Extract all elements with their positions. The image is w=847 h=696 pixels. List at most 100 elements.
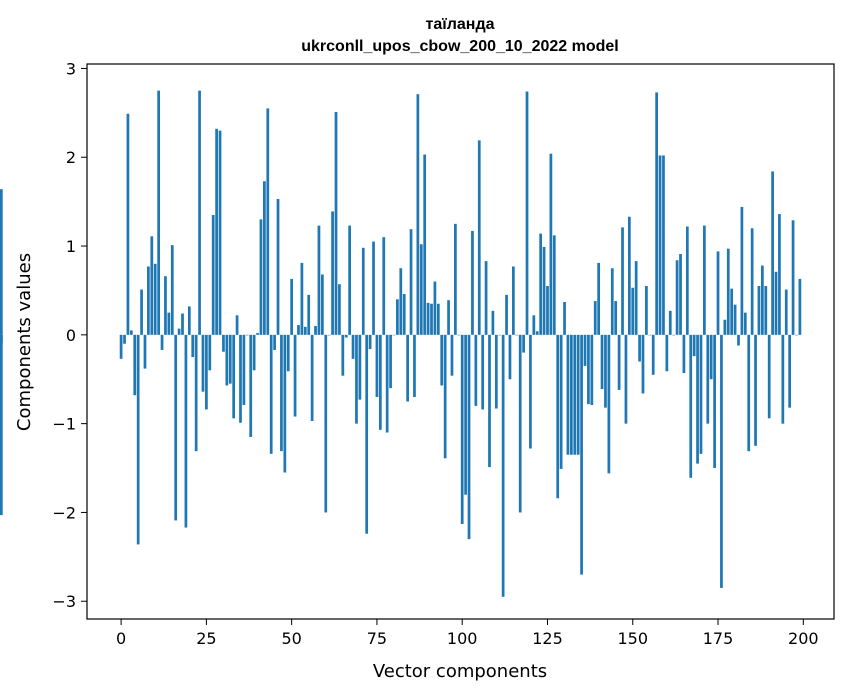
bar — [235, 315, 239, 335]
bar — [205, 334, 208, 410]
bar — [327, 334, 331, 336]
bar — [215, 128, 218, 335]
bar — [290, 278, 294, 335]
bar — [245, 334, 249, 336]
bar — [576, 334, 580, 455]
bar — [750, 228, 754, 335]
bar — [191, 334, 195, 358]
bar — [494, 334, 498, 409]
bar — [641, 334, 645, 394]
bar — [385, 334, 389, 433]
bar — [512, 266, 515, 335]
x-tick-label: 100 — [447, 629, 478, 648]
bar — [280, 334, 283, 452]
bar — [402, 293, 406, 335]
bar — [716, 251, 720, 335]
bar — [242, 334, 246, 405]
x-tick-label: 0 — [116, 629, 126, 648]
plot-frame — [86, 63, 835, 620]
bar — [552, 235, 556, 335]
bar — [331, 211, 334, 335]
bar — [334, 111, 338, 335]
bar — [651, 334, 655, 375]
bar — [600, 334, 604, 390]
bar — [525, 91, 529, 335]
bar — [535, 331, 539, 335]
chart-title: таїланда — [425, 16, 494, 33]
bar — [457, 334, 461, 336]
bar — [743, 312, 747, 335]
bar — [396, 299, 399, 335]
bar — [170, 245, 174, 335]
bar — [368, 334, 372, 350]
bar — [382, 237, 386, 335]
bar — [423, 154, 427, 335]
bar — [467, 334, 471, 540]
bar — [788, 334, 792, 408]
bar — [450, 334, 454, 376]
bar — [252, 334, 256, 371]
bar — [454, 223, 457, 335]
bar — [614, 301, 618, 335]
bar — [222, 334, 225, 352]
bar — [256, 333, 259, 335]
bar — [498, 334, 502, 336]
bar — [338, 284, 341, 335]
y-axis-ticks: −3 −2 −1 0 1 2 3 — [52, 59, 87, 611]
bar — [587, 334, 590, 405]
bar — [317, 225, 321, 335]
bar — [477, 140, 481, 335]
bar — [569, 334, 573, 455]
bar — [730, 288, 734, 335]
bar — [314, 325, 317, 335]
bar — [505, 294, 508, 335]
bar — [355, 334, 358, 424]
y-tick-label: 3 — [66, 59, 76, 78]
bar — [703, 225, 706, 335]
x-tick-label: 25 — [196, 629, 216, 648]
bar — [228, 334, 232, 384]
bar — [522, 334, 525, 353]
bar — [392, 334, 396, 336]
bar — [460, 334, 464, 524]
bar — [433, 281, 437, 335]
bar — [293, 334, 297, 417]
bar — [675, 260, 679, 335]
bar — [774, 271, 778, 335]
bar — [266, 108, 270, 335]
bar — [546, 286, 549, 335]
bar — [160, 334, 164, 350]
bar — [174, 334, 178, 521]
bar — [303, 326, 307, 335]
bar — [597, 262, 601, 335]
bar — [610, 268, 614, 335]
bar — [508, 334, 512, 380]
bar — [488, 334, 491, 468]
bar — [232, 334, 236, 419]
bar — [767, 334, 771, 419]
bar — [607, 334, 611, 474]
bar — [590, 334, 594, 405]
bar — [563, 301, 566, 335]
bar — [784, 289, 788, 335]
bar — [692, 334, 696, 357]
bar — [723, 319, 727, 335]
bar — [177, 328, 181, 335]
bar — [153, 263, 157, 335]
bar — [351, 334, 355, 359]
bar — [631, 287, 635, 335]
bar — [184, 334, 188, 528]
bar — [672, 334, 676, 336]
bar — [685, 226, 689, 335]
bar — [795, 334, 798, 336]
chart-subtitle: ukrconll_upos_cbow_200_10_2022 model — [301, 38, 618, 55]
bar — [757, 286, 761, 335]
bar — [263, 181, 266, 335]
bar — [375, 334, 379, 397]
bar — [726, 248, 730, 335]
bar — [501, 334, 505, 597]
bar — [147, 266, 150, 335]
y-tick-label: −2 — [52, 503, 76, 522]
bar — [484, 261, 488, 335]
